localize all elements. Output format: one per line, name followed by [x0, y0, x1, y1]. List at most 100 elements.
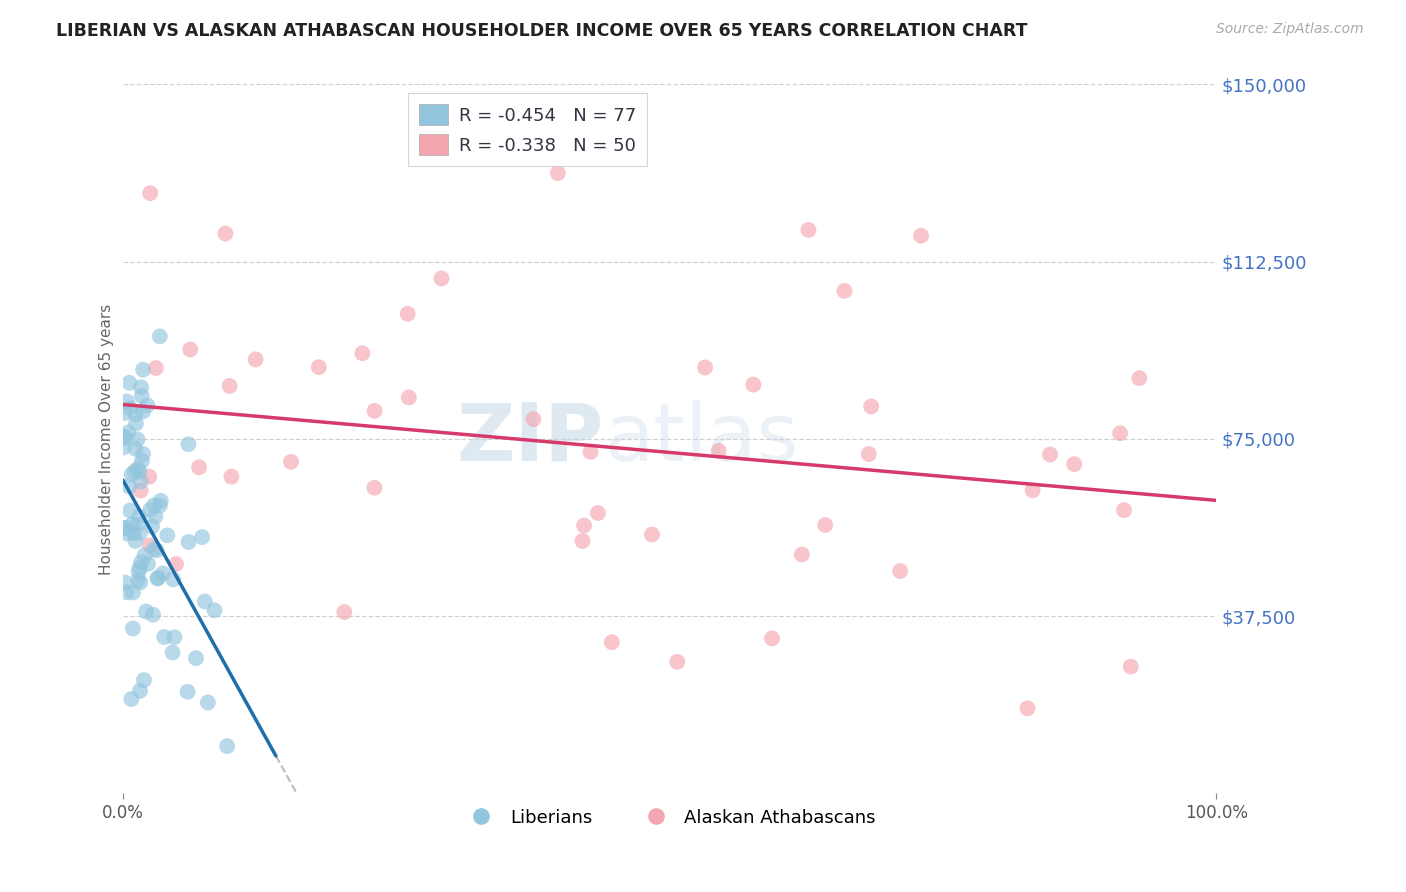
Y-axis label: Householder Income Over 65 years: Householder Income Over 65 years: [100, 303, 114, 574]
Point: [122, 526, 145, 541]
Point: [124, 533, 146, 548]
Point: [118, 479, 141, 493]
Point: [145, 509, 167, 524]
Point: [165, 557, 187, 571]
Point: [363, 404, 385, 418]
Point: [112, 521, 135, 535]
Point: [131, 454, 153, 468]
Point: [352, 346, 374, 360]
Point: [134, 549, 156, 563]
Point: [149, 329, 172, 343]
Point: [125, 417, 148, 431]
Point: [129, 380, 152, 394]
Point: [217, 739, 239, 753]
Point: [114, 521, 136, 535]
Point: [132, 447, 155, 461]
Point: [118, 376, 141, 390]
Point: [280, 455, 302, 469]
Point: [132, 362, 155, 376]
Point: [430, 271, 453, 285]
Point: [129, 683, 152, 698]
Point: [131, 389, 153, 403]
Point: [132, 404, 155, 418]
Point: [579, 444, 602, 458]
Point: [129, 483, 152, 498]
Point: [128, 565, 150, 579]
Point: [142, 607, 165, 622]
Point: [145, 361, 167, 376]
Point: [1017, 701, 1039, 715]
Point: [121, 517, 143, 532]
Point: [522, 412, 544, 426]
Point: [122, 585, 145, 599]
Point: [396, 307, 419, 321]
Point: [162, 572, 184, 586]
Point: [179, 343, 201, 357]
Point: [124, 407, 146, 421]
Point: [152, 566, 174, 581]
Point: [797, 223, 820, 237]
Point: [1119, 659, 1142, 673]
Legend: Liberians, Alaskan Athabascans: Liberians, Alaskan Athabascans: [456, 802, 883, 834]
Point: [790, 548, 813, 562]
Point: [162, 646, 184, 660]
Point: [245, 352, 267, 367]
Text: ZIP: ZIP: [457, 400, 605, 478]
Point: [112, 441, 135, 455]
Point: [138, 469, 160, 483]
Point: [191, 530, 214, 544]
Point: [136, 398, 159, 412]
Point: [214, 227, 236, 241]
Point: [129, 475, 152, 489]
Point: [707, 443, 730, 458]
Point: [139, 186, 162, 201]
Point: [177, 437, 200, 451]
Point: [834, 284, 856, 298]
Point: [641, 527, 664, 541]
Point: [333, 605, 356, 619]
Point: [1021, 483, 1043, 498]
Point: [146, 572, 169, 586]
Point: [221, 469, 243, 483]
Point: [139, 538, 162, 552]
Point: [114, 431, 136, 445]
Point: [141, 519, 163, 533]
Point: [122, 621, 145, 635]
Point: [858, 447, 880, 461]
Point: [120, 692, 142, 706]
Point: [115, 585, 138, 599]
Point: [666, 655, 689, 669]
Point: [204, 603, 226, 617]
Text: LIBERIAN VS ALASKAN ATHABASCAN HOUSEHOLDER INCOME OVER 65 YEARS CORRELATION CHAR: LIBERIAN VS ALASKAN ATHABASCAN HOUSEHOLD…: [56, 22, 1028, 40]
Point: [1109, 426, 1132, 441]
Point: [176, 685, 198, 699]
Point: [156, 528, 179, 542]
Point: [143, 541, 166, 556]
Point: [115, 526, 138, 541]
Point: [146, 571, 169, 585]
Point: [128, 509, 150, 524]
Point: [112, 406, 135, 420]
Point: [142, 499, 165, 513]
Point: [1112, 503, 1135, 517]
Point: [124, 465, 146, 479]
Point: [124, 442, 146, 456]
Point: [910, 228, 932, 243]
Point: [218, 379, 240, 393]
Point: [128, 560, 150, 574]
Point: [742, 377, 765, 392]
Point: [121, 467, 143, 482]
Point: [308, 360, 330, 375]
Point: [184, 651, 207, 665]
Point: [135, 604, 157, 618]
Point: [547, 166, 569, 180]
Point: [1039, 448, 1062, 462]
Point: [1063, 457, 1085, 471]
Point: [398, 391, 420, 405]
Point: [889, 564, 911, 578]
Point: [118, 401, 141, 416]
Point: [139, 502, 162, 516]
Point: [127, 461, 149, 475]
Point: [572, 518, 595, 533]
Point: [1128, 371, 1150, 385]
